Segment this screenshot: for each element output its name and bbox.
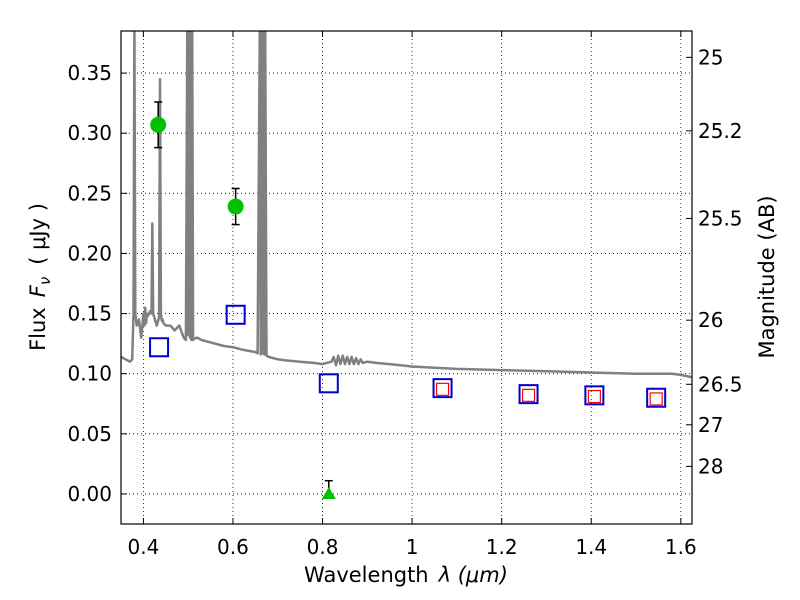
y2-tick-label: 26.5 <box>698 372 743 396</box>
model-square <box>584 385 605 406</box>
x-tick-label: 0.6 <box>217 535 249 559</box>
y-tick-label: 0.35 <box>67 61 112 85</box>
sed-template-line <box>121 31 692 379</box>
nondetection-triangle <box>321 486 336 499</box>
x-axis-label: Wavelength λ (μm) <box>304 563 508 587</box>
x-tick-label: 1.2 <box>486 535 518 559</box>
ticks: 0.4 0.6 0.8 1 1.2 1.4 1.6 0.00 0.05 0.10 0.15 0.20 0… <box>67 31 743 559</box>
y2-tick-label: 27 <box>698 413 723 437</box>
detection-point <box>150 116 167 133</box>
y-tick-label: 0.30 <box>67 121 112 145</box>
observed-square <box>521 388 536 402</box>
model-square <box>432 378 453 399</box>
observed-square <box>587 389 601 404</box>
right-axis-label: Magnitude (AB) <box>755 195 779 358</box>
model-square <box>646 387 667 408</box>
model-square <box>518 384 539 405</box>
y-tick-label: 0.15 <box>67 302 112 326</box>
grid <box>121 31 692 524</box>
y-axis-label: FluxFν( μJy ) <box>26 203 54 351</box>
y-tick-label: 0.20 <box>67 241 112 265</box>
observed-square <box>435 382 450 396</box>
x-tick-label: 1.6 <box>665 535 697 559</box>
x-tick-label: 0.4 <box>127 535 159 559</box>
markers-layer <box>149 101 667 499</box>
y-tick-label: 0.05 <box>67 422 112 446</box>
detection-point <box>227 198 244 215</box>
y-tick-label: 0.00 <box>67 482 112 506</box>
y2-tick-label: 26 <box>698 308 723 332</box>
sed-line-layer <box>121 31 692 379</box>
model-square <box>149 337 170 358</box>
observed-square <box>649 392 663 406</box>
model-square <box>318 373 339 394</box>
x-tick-label: 1 <box>406 535 419 559</box>
model-square <box>225 304 246 325</box>
plot-frame <box>120 30 693 525</box>
y-tick-label: 0.25 <box>67 181 112 205</box>
y-tick-label: 0.10 <box>67 362 112 386</box>
x-tick-label: 0.8 <box>307 535 339 559</box>
x-tick-label: 1.4 <box>575 535 607 559</box>
y2-tick-label: 25.5 <box>698 206 743 230</box>
y2-tick-label: 25 <box>698 45 723 69</box>
y2-tick-label: 25.2 <box>698 119 743 143</box>
y2-tick-label: 28 <box>698 454 723 478</box>
